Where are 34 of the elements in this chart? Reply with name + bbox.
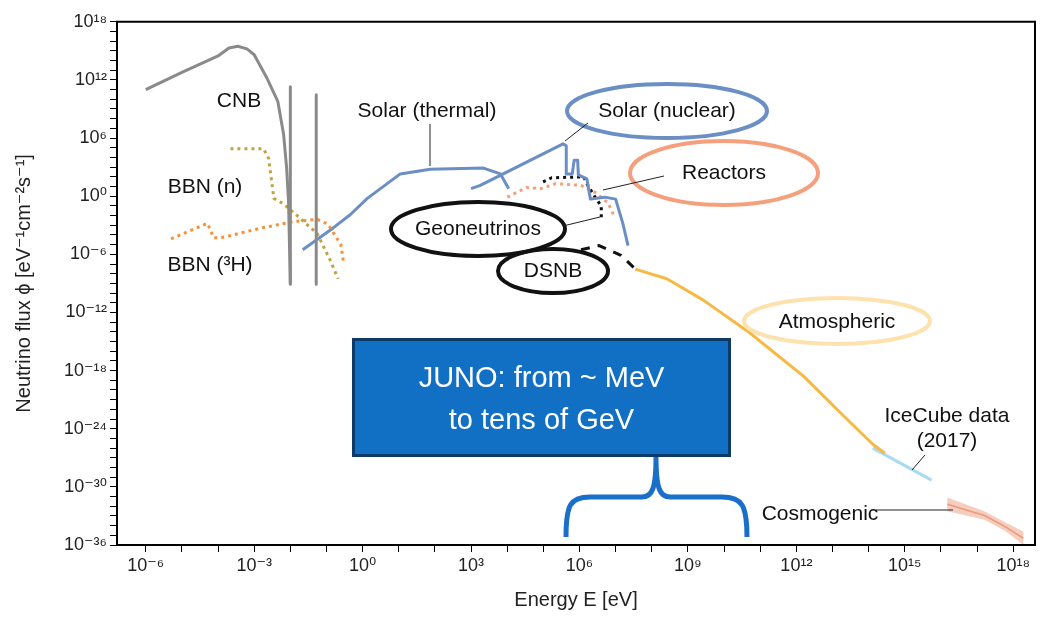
y-tick-label: 10⁻⁶ <box>70 243 107 264</box>
y-tick-label: 10⁻³⁶ <box>64 533 107 554</box>
x-tick-label: 10³ <box>458 554 485 575</box>
x-tick-label: 10⁶ <box>565 554 594 575</box>
series-label: DSNB <box>523 257 583 281</box>
callout-box: JUNO: from ~ MeV to tens of GeV <box>352 338 731 457</box>
y-tick-label: 10⁻¹² <box>65 301 107 322</box>
y-tick-label: 10⁻¹⁸ <box>63 359 107 380</box>
x-tick-label: 10⁰ <box>349 554 377 575</box>
text: Reactors <box>681 159 767 183</box>
series-label: Atmospheric <box>778 308 896 332</box>
y-tick-label: 10⁻²⁴ <box>63 417 107 438</box>
annotation: JUNO: from ~ MeV to tens of GeV <box>418 359 665 437</box>
series-label: CNB <box>216 87 262 111</box>
series-label: Geoneutrinos <box>414 215 542 239</box>
y-tick-label: 10¹⁸ <box>73 10 107 31</box>
y-tick-label: 10⁻³⁰ <box>64 475 107 496</box>
y-tick-label: 10⁶ <box>79 127 107 148</box>
series-label: IceCube data (2017) <box>884 403 1010 452</box>
series-label: Solar (nuclear) <box>598 97 736 121</box>
series-label: BBN (³H) <box>167 251 253 275</box>
x-tick-label: 10⁻⁶ <box>127 554 165 575</box>
y-tick-label: 10¹² <box>74 68 107 89</box>
x-tick-label: 10¹⁵ <box>888 554 922 575</box>
x-tick-label: 10¹² <box>780 554 813 575</box>
series-label: BBN (n) <box>167 173 243 197</box>
y-tick-label: 10⁰ <box>79 185 107 206</box>
text: Cosmogenic <box>761 500 879 524</box>
text: Solar (thermal) <box>357 97 497 121</box>
y-axis-title: Neutrino flux ϕ [eV⁻¹cm⁻²s⁻¹] <box>11 154 34 413</box>
x-tick-label: 10⁻³ <box>236 554 272 575</box>
x-tick-label: 10⁹ <box>674 554 702 575</box>
x-tick-label: 10¹⁸ <box>996 554 1031 575</box>
x-axis-title: Energy E [eV] <box>514 587 638 610</box>
